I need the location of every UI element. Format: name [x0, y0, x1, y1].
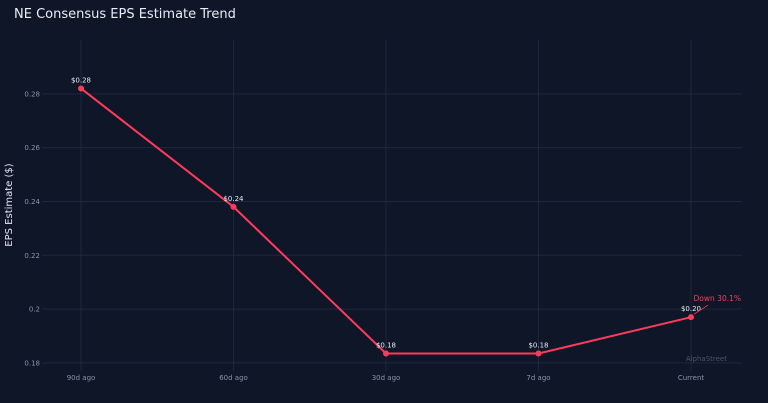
x-tick-label: 7d ago — [526, 374, 550, 382]
data-label: $0.28 — [71, 76, 91, 84]
grid — [42, 40, 742, 371]
data-point — [383, 350, 389, 357]
y-tick-label: 0.2 — [29, 306, 40, 314]
data-point — [535, 350, 542, 357]
data-point — [230, 203, 237, 210]
y-tick-label: 0.26 — [24, 144, 40, 152]
data-label: $0.18 — [528, 342, 548, 350]
chart-title: NE Consensus EPS Estimate Trend — [14, 7, 236, 22]
data-point — [78, 85, 84, 92]
watermark: AlphaStreet — [686, 355, 727, 363]
x-tick-label: 30d ago — [372, 374, 401, 382]
y-axis-ticks: 0.18 0.2 0.22 0.24 0.26 0.28 — [24, 90, 40, 367]
data-label: $0.18 — [376, 342, 396, 350]
x-tick-label: Current — [678, 374, 705, 382]
y-axis-label: EPS Estimate ($) — [4, 163, 15, 246]
y-tick-label: 0.22 — [24, 252, 40, 260]
data-label: $0.20 — [681, 305, 701, 313]
data-label: $0.24 — [223, 195, 244, 203]
x-axis-ticks: 90d ago 60d ago 30d ago 7d ago Current — [67, 374, 705, 382]
annotation-arrow — [693, 304, 709, 315]
x-tick-label: 90d ago — [67, 374, 96, 382]
annotation-label: Down 30.1% — [694, 294, 741, 303]
data-point — [688, 314, 694, 321]
x-tick-label: 60d ago — [219, 374, 248, 382]
y-tick-label: 0.28 — [24, 90, 40, 98]
y-tick-label: 0.24 — [24, 198, 40, 206]
plot-area: $0.28 $0.24 $0.18 $0.18 $0.20 Down 30.1% — [71, 76, 741, 357]
y-tick-label: 0.18 — [24, 359, 40, 367]
